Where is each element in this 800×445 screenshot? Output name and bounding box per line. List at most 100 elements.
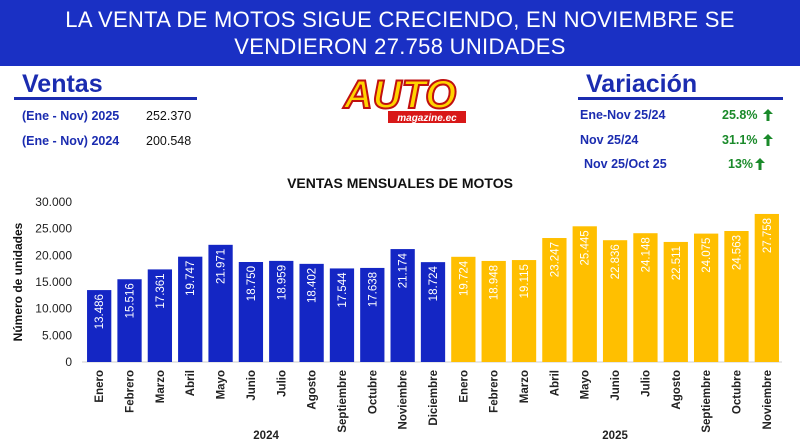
bar [633,233,658,362]
x-tick-label: Marzo [519,370,531,403]
variacion-underline [578,97,783,100]
variacion-value-nov: 31.1% [722,133,758,147]
x-tick-label: Junio [246,370,258,401]
bar [360,267,385,362]
data-label: 17.544 [337,272,349,308]
monthly-sales-chart: Número de unidades 0 5.000 10.000 15.000 20.0… [11,195,782,442]
ventas-value-2025: 252.370 [146,109,192,123]
x-tick-label: Julio [276,370,288,397]
data-label: 24.075 [701,238,713,273]
data-label: 19.115 [519,264,531,298]
y-axis-label: Número de unidades [11,222,25,341]
x-tick-label: Agosto [671,370,683,410]
bar [299,263,324,362]
bar [542,238,567,362]
logo-text: AUTO [343,73,457,117]
data-label: 23.247 [549,242,561,277]
y-tick-label: 20.000 [35,248,72,262]
bar [572,226,597,362]
x-tick-label: Noviembre [762,370,774,429]
year-group-label: 2024 [253,430,279,442]
bar [663,241,688,362]
y-tick-label: 5.000 [42,328,72,342]
bar [117,279,142,362]
data-label: 22.836 [610,244,622,279]
chart-title: VENTAS MENSUALES DE MOTOS [287,175,513,191]
y-tick-label: 0 [65,355,72,369]
bar [481,260,506,362]
data-label: 17.361 [155,273,167,308]
arrow-up-icon [763,134,773,146]
x-tick-label: Abril [185,370,197,396]
x-tick-label: Junio [610,370,622,401]
headline-line-2: VENDIERON 27.758 UNIDADES [234,34,566,59]
arrow-up-icon [763,109,773,121]
x-tick-label: Mayo [216,370,228,399]
y-tick-label: 25.000 [35,222,72,236]
logo-subtext: magazine.ec [397,113,457,124]
bar [390,249,415,362]
data-label: 17.638 [367,272,379,307]
x-tick-label: Febrero [489,370,501,413]
x-tick-label: Octubre [367,370,379,414]
data-label: 19.724 [458,260,470,296]
ventas-value-2024: 200.548 [146,134,192,148]
x-tick-label: Abril [549,370,561,396]
bar [754,213,779,362]
x-tick-label: Enero [458,370,470,403]
ventas-underline [14,97,197,100]
x-tick-label: Octubre [731,370,743,414]
ventas-title: Ventas [22,70,103,98]
ventas-label-2024: (Ene - Nov) 2024 [22,134,120,148]
data-label: 24.148 [640,237,652,272]
variacion-value-ene-nov: 25.8% [722,108,758,122]
data-label: 18.750 [246,266,258,301]
bar [602,240,628,362]
bar [178,256,203,362]
x-tick-label: Enero [94,370,106,403]
bar [329,268,355,362]
variacion-label-nov-oct: Nov 25/Oct 25 [584,157,667,171]
bar [420,262,446,362]
data-label: 15.516 [125,283,137,318]
x-tick-label: Febrero [125,370,137,413]
x-tick-label: Julio [640,370,652,397]
x-tick-label: Septiembre [337,370,349,433]
data-label: 21.971 [216,249,228,284]
bar [87,290,112,362]
bar [208,244,233,362]
variacion-label-ene-nov: Ene-Nov 25/24 [580,108,666,122]
variacion-value-nov-oct: 13% [728,157,754,171]
x-tick-label: Marzo [155,370,167,403]
y-tick-label: 15.000 [35,275,72,289]
bar [451,256,476,362]
data-label: 13.486 [94,294,106,329]
bar [724,230,749,362]
bar [269,260,294,362]
data-label: 27.758 [762,218,774,253]
x-tick-label: Mayo [580,370,592,399]
x-tick-label: Noviembre [398,370,410,429]
data-label: 18.402 [307,268,319,303]
auto-magazine-logo: AUTO magazine.ec [342,72,466,124]
logo-subtext-band [388,111,466,123]
y-tick-label: 30.000 [35,195,72,209]
y-tick-label: 10.000 [35,302,72,316]
bar [147,269,173,362]
bar [511,260,537,362]
data-label: 25.445 [580,230,592,265]
data-label: 18.724 [428,266,440,302]
data-label: 21.174 [398,252,410,288]
data-label: 18.959 [276,265,288,300]
x-tick-label: Agosto [307,370,319,410]
data-label: 19.747 [185,261,197,296]
data-label: 24.563 [731,235,743,270]
variacion-label-nov: Nov 25/24 [580,133,639,147]
x-tick-label: Septiembre [701,370,713,433]
year-group-label: 2025 [602,430,628,442]
bar [693,233,719,362]
x-tick-label: Diciembre [428,370,440,426]
arrow-up-icon [755,158,765,170]
data-label: 18.948 [489,265,501,300]
headline-line-1: LA VENTA DE MOTOS SIGUE CRECIENDO, EN NO… [65,7,735,32]
